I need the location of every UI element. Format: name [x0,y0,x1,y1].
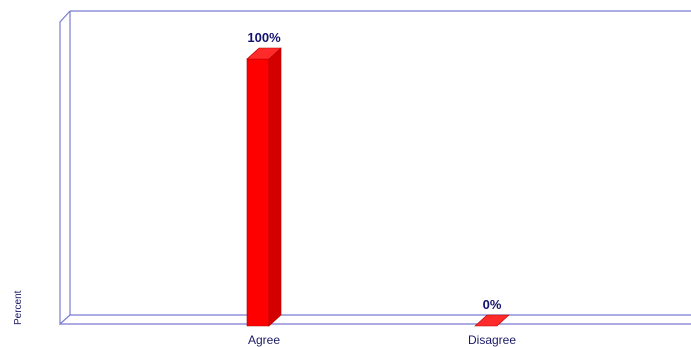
data-label-agree: 100% [247,30,281,45]
category-label-disagree: Disagree [468,333,516,347]
y-axis-label: Percent [13,290,24,325]
bar-disagree [474,314,510,327]
chart-frame [59,10,691,326]
bar-agree [246,47,282,327]
category-label-agree: Agree [248,333,280,347]
left-wall-frame [59,10,71,326]
bar-front-face [246,58,270,327]
bar-top-face [474,314,510,327]
data-label-disagree: 0% [483,297,502,312]
value-labels-group: 100% 0% [247,30,501,312]
bars-group [246,47,510,327]
bar-top-face [246,47,282,60]
bar-side-face [268,47,282,327]
category-labels-group: Agree Disagree [248,333,516,347]
